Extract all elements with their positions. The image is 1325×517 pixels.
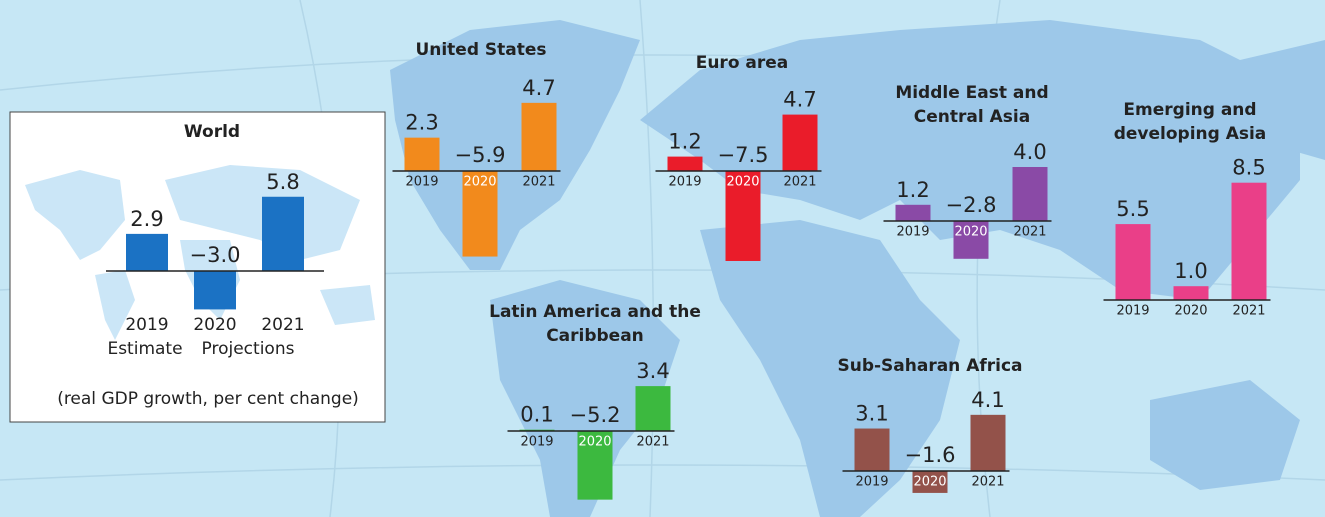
bar [953, 221, 989, 259]
x-tick-label: 2019 [125, 315, 168, 335]
value-label: 3.4 [636, 359, 669, 383]
bar [577, 431, 613, 500]
value-label: 2.9 [130, 207, 163, 231]
x-tick-label: 2019 [896, 225, 929, 240]
x-tick-label: 2020 [913, 475, 946, 490]
value-label: 1.2 [668, 130, 701, 154]
value-label: 8.5 [1232, 156, 1265, 180]
x-tick-label: 2019 [405, 175, 438, 190]
value-label: 1.2 [896, 178, 929, 202]
value-label: 5.8 [266, 170, 299, 194]
x-tick-label: 2019 [520, 435, 553, 450]
x-tick-label: 2020 [463, 175, 496, 190]
value-label: −5.2 [570, 403, 621, 427]
value-label: −7.5 [718, 143, 769, 167]
bar [1173, 286, 1209, 300]
value-label: −1.6 [905, 443, 956, 467]
value-label: −5.9 [455, 143, 506, 167]
bar [126, 233, 168, 271]
x-tick-label: 2021 [636, 435, 669, 450]
value-label: 4.7 [783, 88, 816, 112]
bar [667, 156, 703, 171]
value-label: 0.1 [520, 403, 553, 427]
bar [895, 204, 931, 221]
chart-title: Sub-Saharan Africa [837, 356, 1023, 376]
bar [462, 171, 498, 257]
chart-title: World [183, 122, 241, 142]
x-tick-label: 2021 [1013, 225, 1046, 240]
x-tick-label: 2019 [668, 175, 701, 190]
bar [635, 386, 671, 431]
bar [970, 414, 1006, 471]
bar [912, 471, 948, 493]
chart-title: United States [415, 40, 547, 60]
value-label: 1.0 [1174, 259, 1207, 283]
annotation: Projections [202, 339, 295, 359]
chart-title: Emerging and developing Asia [1113, 100, 1267, 144]
bar [404, 137, 440, 171]
value-label: 3.1 [855, 402, 888, 426]
x-tick-label: 2019 [855, 475, 888, 490]
value-label: −2.8 [946, 193, 997, 217]
x-tick-label: 2021 [783, 175, 816, 190]
x-tick-label: 2021 [261, 315, 304, 335]
bar [1115, 224, 1151, 300]
chart-title: Euro area [695, 53, 789, 73]
annotation: Estimate [107, 339, 182, 359]
bar [1012, 167, 1048, 221]
bar [725, 171, 761, 261]
value-label: 4.7 [522, 76, 555, 100]
x-tick-label: 2021 [971, 475, 1004, 490]
bar [854, 428, 890, 471]
value-label: 4.1 [971, 388, 1004, 412]
bar [194, 271, 236, 310]
note: (real GDP growth, per cent change) [57, 389, 359, 409]
value-label: 4.0 [1013, 140, 1046, 164]
x-tick-label: 2020 [954, 225, 987, 240]
value-label: −3.0 [190, 243, 241, 267]
x-tick-label: 2020 [1174, 304, 1207, 319]
x-tick-label: 2020 [726, 175, 759, 190]
x-tick-label: 2020 [193, 315, 236, 335]
bar [1231, 182, 1267, 300]
x-tick-label: 2020 [578, 435, 611, 450]
x-tick-label: 2021 [1232, 304, 1265, 319]
bar [521, 102, 557, 171]
bar [262, 196, 304, 271]
chart-title: Middle East and Central Asia [895, 83, 1049, 127]
x-tick-label: 2021 [522, 175, 555, 190]
value-label: 2.3 [405, 111, 438, 135]
bar [782, 114, 818, 171]
value-label: 5.5 [1116, 197, 1149, 221]
x-tick-label: 2019 [1116, 304, 1149, 319]
chart-title: Latin America and the Caribbean [489, 302, 701, 346]
